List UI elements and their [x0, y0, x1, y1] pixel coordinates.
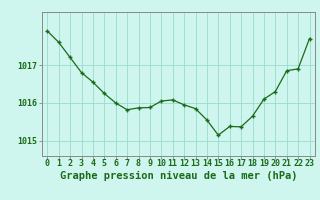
- X-axis label: Graphe pression niveau de la mer (hPa): Graphe pression niveau de la mer (hPa): [60, 171, 297, 181]
